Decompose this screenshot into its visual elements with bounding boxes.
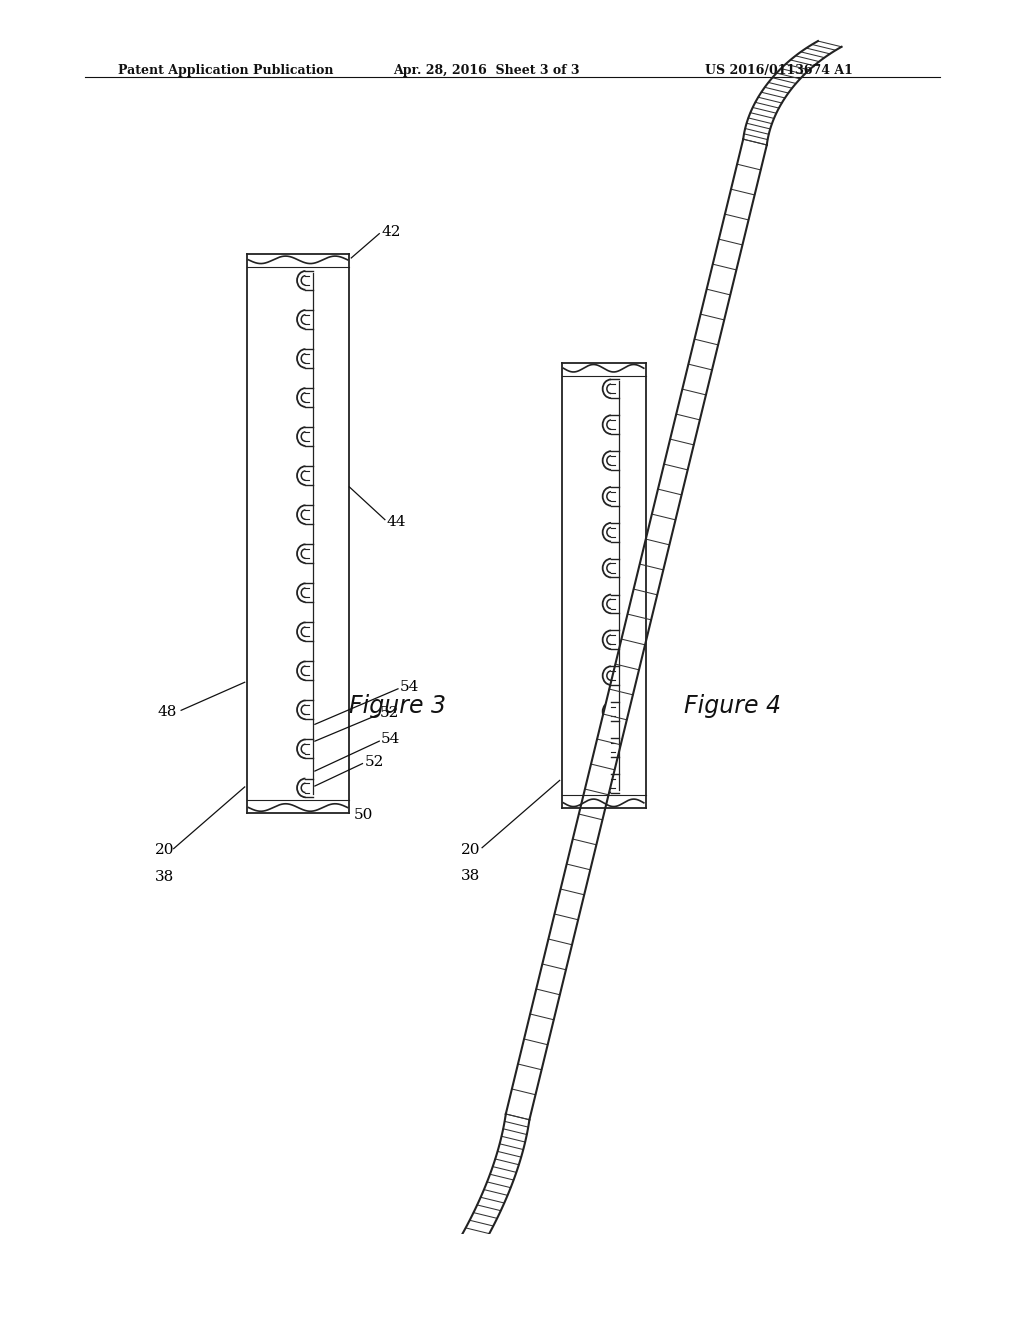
Text: 42: 42 (381, 224, 400, 239)
Polygon shape (438, 1114, 529, 1279)
Text: US 2016/0113674 A1: US 2016/0113674 A1 (705, 63, 852, 77)
Text: 54: 54 (381, 733, 400, 746)
Text: 50: 50 (354, 808, 374, 822)
Text: 38: 38 (461, 869, 480, 883)
Text: Patent Application Publication: Patent Application Publication (118, 63, 333, 77)
Polygon shape (743, 41, 842, 145)
Text: Figure 3: Figure 3 (349, 693, 446, 718)
Text: 38: 38 (155, 870, 174, 883)
Polygon shape (506, 139, 767, 1119)
Text: 20: 20 (155, 843, 174, 858)
Text: 20: 20 (461, 842, 480, 857)
Text: 48: 48 (158, 705, 177, 719)
Text: 54: 54 (399, 680, 419, 694)
Text: 52: 52 (365, 755, 384, 768)
Text: Figure 4: Figure 4 (684, 693, 781, 718)
Text: 52: 52 (379, 706, 398, 721)
Text: Apr. 28, 2016  Sheet 3 of 3: Apr. 28, 2016 Sheet 3 of 3 (393, 63, 580, 77)
Text: 44: 44 (387, 515, 407, 528)
